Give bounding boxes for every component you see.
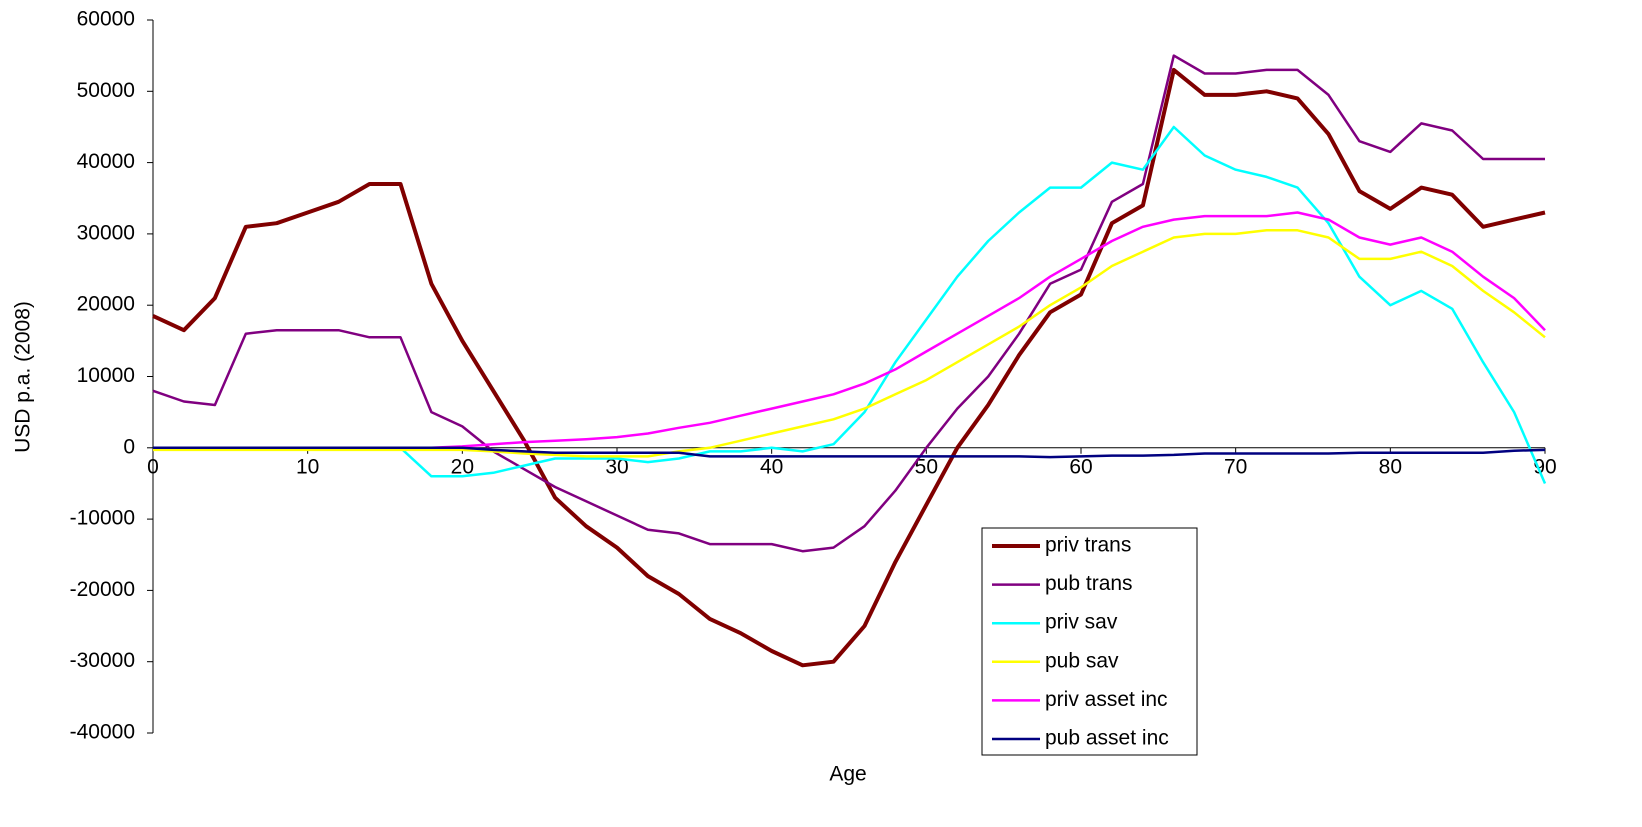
x-tick-label: 20 [451, 455, 474, 478]
x-tick-label: 50 [915, 455, 938, 478]
y-tick-label: 50000 [77, 79, 135, 102]
y-tick-label: 40000 [77, 150, 135, 173]
x-tick-label: 10 [296, 455, 319, 478]
x-axis-title: Age [829, 763, 866, 786]
legend-label: pub trans [1045, 572, 1133, 595]
y-tick-label: 60000 [77, 8, 135, 31]
y-tick-label: 20000 [77, 293, 135, 316]
series-line [153, 211, 1546, 450]
series-line [152, 54, 1545, 553]
series-line [152, 67, 1546, 668]
legend-label: pub sav [1045, 649, 1119, 672]
y-axis-title: USD p.a. (2008) [12, 301, 35, 453]
y-tick-label: -30000 [70, 649, 135, 672]
x-tick-label: 0 [147, 455, 159, 478]
x-tick-label: 70 [1224, 455, 1247, 478]
legend-label: priv trans [1045, 534, 1131, 557]
x-tick-label: 40 [760, 455, 783, 478]
series-line [153, 125, 1547, 484]
legend-box [981, 527, 1198, 756]
y-tick-label: 10000 [77, 364, 135, 387]
legend-label: priv sav [1045, 611, 1118, 634]
series-line [153, 446, 1546, 459]
x-tick-label: 60 [1069, 455, 1092, 478]
x-tick-label: 80 [1379, 455, 1402, 478]
series-line [153, 229, 1546, 458]
y-tick-label: -10000 [70, 507, 135, 530]
y-tick-label: -40000 [70, 721, 135, 744]
x-tick-label: 30 [605, 455, 628, 478]
y-tick-label: 0 [123, 435, 135, 458]
legend-label: priv asset inc [1045, 688, 1168, 711]
y-tick-label: 30000 [77, 221, 135, 244]
legend-label: pub asset inc [1045, 727, 1169, 750]
y-tick-label: -20000 [70, 578, 135, 601]
